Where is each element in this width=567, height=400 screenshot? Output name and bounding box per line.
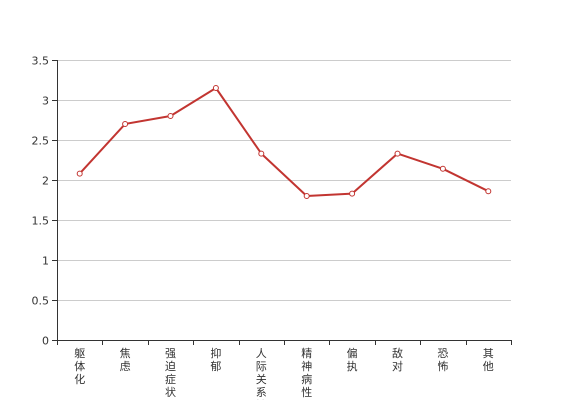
x-tick-label: 躯体化 xyxy=(74,347,85,386)
series-line xyxy=(78,87,490,197)
x-tick-label: 其他 xyxy=(483,347,494,373)
x-tick-labels: 躯体化 焦虑 强迫症状 抑郁 人际关系敏 精神病性 偏执 敌对 恐怖 其他 xyxy=(74,346,494,400)
x-tick-label: 焦虑 xyxy=(120,347,131,373)
data-point[interactable] xyxy=(349,190,356,197)
y-tick-label: 3 xyxy=(42,95,49,108)
x-tick-label: 人际关系敏 xyxy=(256,347,267,400)
y-tick-labels: 0 0.5 1 1.5 2 2.5 3 3.5 xyxy=(32,55,50,348)
x-tick-label: 抑郁 xyxy=(210,346,221,373)
data-point[interactable] xyxy=(76,170,83,177)
data-point[interactable] xyxy=(258,150,265,157)
y-tick-label: 0 xyxy=(42,335,49,348)
series-layer xyxy=(76,85,492,199)
y-tick-label: 2.5 xyxy=(32,135,50,148)
y-tick-label: 3.5 xyxy=(32,55,50,68)
grid-lines xyxy=(57,60,511,301)
data-point[interactable] xyxy=(303,193,310,199)
data-point[interactable] xyxy=(394,150,401,157)
x-tick-label: 偏执 xyxy=(347,346,358,373)
y-tick-label: 0.5 xyxy=(32,295,50,308)
y-tick-label: 1 xyxy=(42,255,49,268)
x-tick-label: 强迫症状 xyxy=(165,347,176,399)
axes xyxy=(52,60,512,345)
data-point[interactable] xyxy=(122,121,129,127)
data-point[interactable] xyxy=(485,188,492,195)
y-tick-label: 1.5 xyxy=(32,215,50,228)
data-point[interactable] xyxy=(439,165,446,172)
x-tick-label: 敌对 xyxy=(392,346,403,373)
data-point[interactable] xyxy=(212,85,219,91)
x-tick-label: 精神病性 xyxy=(301,347,312,399)
y-tick-label: 2 xyxy=(42,175,49,188)
x-tick-label: 恐怖 xyxy=(437,347,448,373)
data-point[interactable] xyxy=(167,113,174,119)
